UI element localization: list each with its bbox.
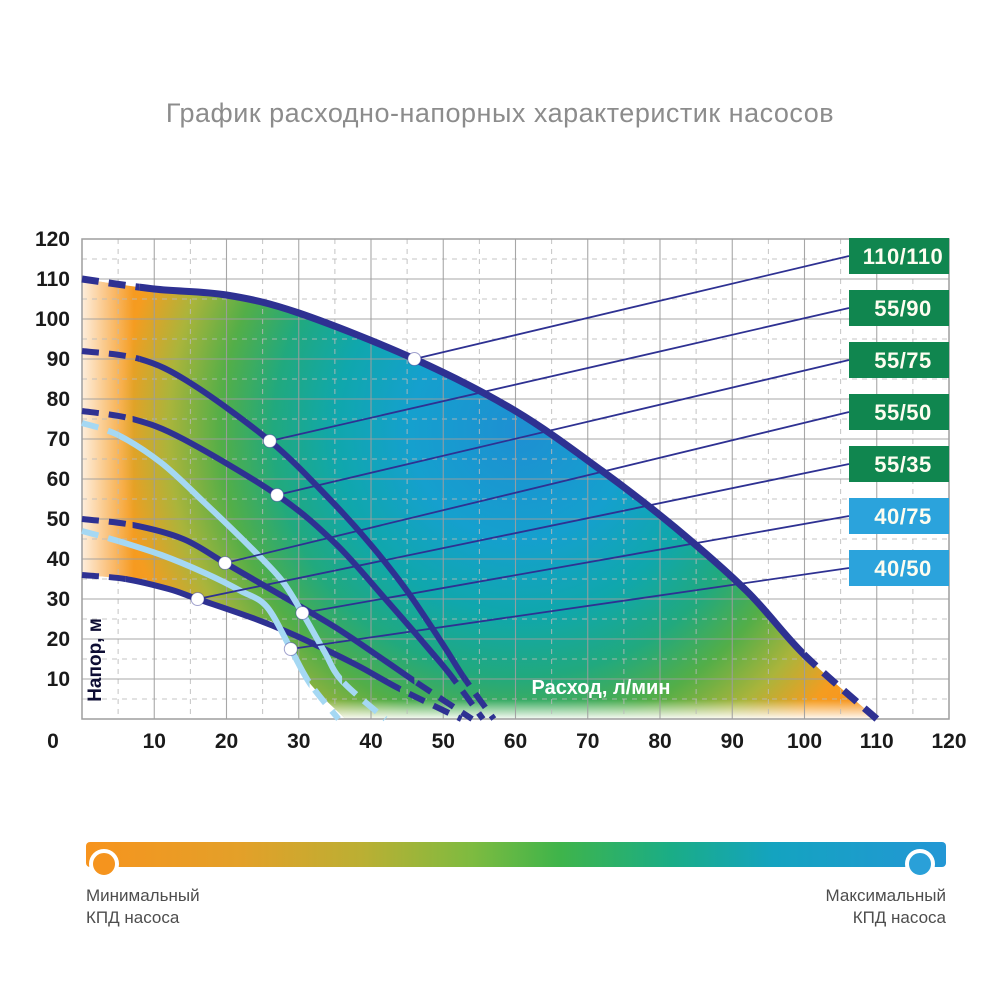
legend-box-55/75 [849,342,949,378]
leader-line-55/90 [269,307,850,442]
max-efficiency-label-line1: Максимальный [825,886,946,905]
max-efficiency-label: Максимальный КПД насоса [826,885,946,929]
legend-label-55/90: 55/90 [874,296,932,321]
y-tick-100: 100 [35,308,70,331]
legend-box-55/90 [849,290,949,326]
y-tick-20: 20 [47,628,70,651]
pump-curve-55/75 [132,415,451,680]
operating-point-55/90 [262,434,277,448]
x-axis-label: Расход, л/мин [532,677,671,699]
min-efficiency-dot [89,849,119,879]
legend-label-55/50: 55/50 [874,400,932,425]
efficiency-region-bottom-fade [82,279,877,719]
legend-label-40/75: 40/75 [874,504,932,529]
x-tick-90: 90 [721,730,744,753]
y-axis-label: Напор, м [85,618,106,702]
leader-line-55/75 [276,359,850,496]
y-tick-40: 40 [47,548,70,571]
max-efficiency-label-line2: КПД насоса [852,908,946,927]
x-tick-100: 100 [787,730,822,753]
y-tick-70: 70 [47,428,70,451]
y-tick-110: 110 [36,268,70,291]
legend-box-55/35 [849,446,949,482]
legend-label-40/50: 40/50 [874,556,932,581]
operating-point-55/50 [218,556,233,570]
chart-title: График расходно-напорных характеристик н… [165,98,835,128]
max-efficiency-dot [905,849,935,879]
operating-point-40/50 [283,642,298,656]
y-tick-10: 10 [47,668,70,691]
pump-curve-55/90 [139,355,465,685]
legend-label-55/75: 55/75 [874,348,932,373]
y-tick-50: 50 [47,508,70,531]
operating-point-110/110 [407,352,422,366]
x-tick-10: 10 [143,730,166,753]
pump-curve-55/35 [125,575,400,693]
x-tick-40: 40 [359,730,382,753]
leader-line-40/75 [302,515,850,614]
x-tick-60: 60 [504,730,527,753]
x-tick-120: 120 [931,730,966,753]
x-tick-50: 50 [432,730,455,753]
leader-line-55/35 [197,463,850,600]
y-tick-120: 120 [35,228,70,251]
leader-line-110/110 [414,255,850,360]
legend-box-55/50 [849,394,949,430]
legend-label-110/110: 110/110 [863,244,944,269]
x-tick-80: 80 [648,730,671,753]
pump-curve-40/75 [118,431,343,686]
legend-box-110/110 [849,238,949,274]
x-tick-30: 30 [287,730,310,753]
legend-label-55/35: 55/35 [874,452,932,477]
operating-point-55/35 [190,592,205,606]
leader-line-55/50 [224,411,850,564]
min-efficiency-label-line1: Минимальный [86,886,200,905]
operating-point-40/75 [295,606,310,620]
leader-line-40/50 [290,567,850,650]
pump-curve-110/110 [139,283,805,660]
efficiency-gradient-bar [86,842,946,867]
operating-point-55/75 [270,488,285,502]
legend-box-40/75 [849,498,949,534]
min-efficiency-label-line2: КПД насоса [86,908,180,927]
x-tick-20: 20 [215,730,238,753]
x-tick-0: 0 [47,730,59,753]
pump-curve-40/50 [118,537,310,689]
x-tick-110: 110 [860,730,894,753]
min-efficiency-label: Минимальный КПД насоса [86,885,200,929]
grid [82,239,949,719]
pump-curve-55/50 [132,521,415,685]
y-tick-80: 80 [47,388,70,411]
y-tick-30: 30 [47,588,70,611]
x-tick-70: 70 [576,730,599,753]
y-tick-90: 90 [47,348,70,371]
legend-box-40/50 [849,550,949,586]
y-tick-60: 60 [47,468,70,491]
